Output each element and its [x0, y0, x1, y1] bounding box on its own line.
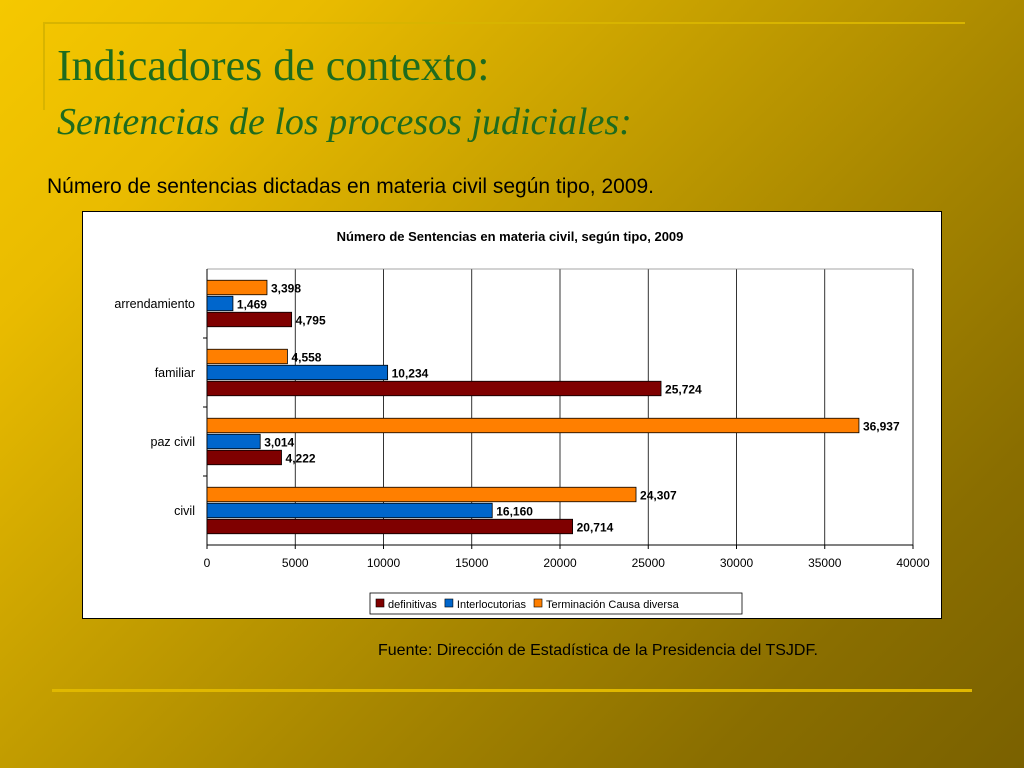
data-label: 4,558	[291, 350, 321, 364]
category-label: arrendamiento	[114, 297, 195, 311]
category-label: paz civil	[151, 435, 195, 449]
chart-caption: Número de sentencias dictadas en materia…	[47, 175, 655, 198]
slide-subtitle: Sentencias de los procesos judiciales:	[57, 101, 632, 143]
bar	[206, 502, 493, 519]
category-label: familiar	[155, 366, 195, 380]
chart-title: Número de Sentencias en materia civil, s…	[337, 229, 684, 244]
bar	[206, 449, 282, 466]
bar	[206, 417, 860, 434]
legend-swatch	[533, 598, 543, 608]
data-label: 25,724	[665, 382, 702, 396]
data-label: 16,160	[496, 504, 533, 518]
bar	[206, 348, 288, 365]
legend-label: definitivas	[388, 599, 437, 611]
data-label: 4,222	[286, 451, 316, 465]
source-note: Fuente: Dirección de Estadística de la P…	[378, 642, 818, 659]
data-label: 1,469	[237, 297, 267, 311]
data-label: 10,234	[392, 366, 429, 380]
decorative-bottom-line	[52, 689, 972, 692]
category-label: civil	[174, 504, 195, 518]
bar	[206, 486, 637, 503]
legend-swatch	[375, 598, 385, 608]
x-tick-label: 20000	[543, 556, 577, 570]
legend-label: Terminación Causa diversa	[546, 599, 680, 611]
data-label: 20,714	[577, 520, 614, 534]
decorative-top-line	[43, 22, 965, 24]
x-tick-label: 25000	[632, 556, 666, 570]
bar-chart: Número de Sentencias en materia civil, s…	[114, 229, 930, 615]
data-label: 3,398	[271, 281, 301, 295]
bar	[206, 295, 234, 312]
chart-container: Número de Sentencias en materia civil, s…	[82, 211, 942, 619]
data-label: 4,795	[296, 313, 326, 327]
data-label: 36,937	[863, 419, 900, 433]
decorative-vertical-line	[43, 22, 45, 110]
x-tick-label: 5000	[282, 556, 309, 570]
bar	[206, 518, 574, 535]
legend-swatch	[444, 598, 454, 608]
bar	[206, 279, 268, 296]
x-tick-label: 30000	[720, 556, 754, 570]
legend-label: Interlocutorias	[457, 599, 527, 611]
bar	[206, 364, 389, 381]
x-tick-label: 40000	[896, 556, 930, 570]
legend-box	[369, 592, 743, 615]
bar	[206, 311, 293, 328]
x-tick-label: 0	[204, 556, 211, 570]
x-tick-label: 15000	[455, 556, 489, 570]
slide-title: Indicadores de contexto:	[57, 41, 490, 90]
bar	[206, 433, 261, 450]
x-tick-label: 35000	[808, 556, 842, 570]
data-label: 3,014	[264, 435, 294, 449]
x-tick-label: 10000	[367, 556, 401, 570]
data-label: 24,307	[640, 488, 677, 502]
bar	[206, 380, 662, 397]
